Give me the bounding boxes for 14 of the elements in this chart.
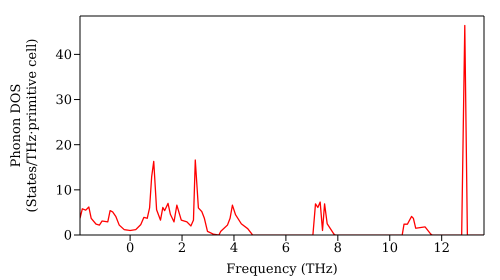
x-tick-label: 2: [178, 241, 186, 256]
y-tick-label: 10: [55, 183, 72, 198]
x-tick-label: 6: [282, 241, 290, 256]
y-tick-label: 20: [55, 138, 72, 154]
x-axis-title: Frequency (THz): [226, 262, 338, 277]
y-tick-label: 30: [55, 93, 72, 108]
y-tick-label: 0: [64, 228, 72, 244]
y-axis-title: Phonon DOS (States/THz·primitive cell): [9, 38, 40, 213]
x-tick-label: 4: [230, 241, 238, 256]
y-tick-label: 40: [55, 48, 72, 63]
x-tick-label: 12: [433, 241, 450, 256]
x-tick-label: 10: [381, 241, 398, 256]
x-tick-label: 8: [334, 241, 342, 256]
x-tick-label: 0: [126, 241, 134, 256]
